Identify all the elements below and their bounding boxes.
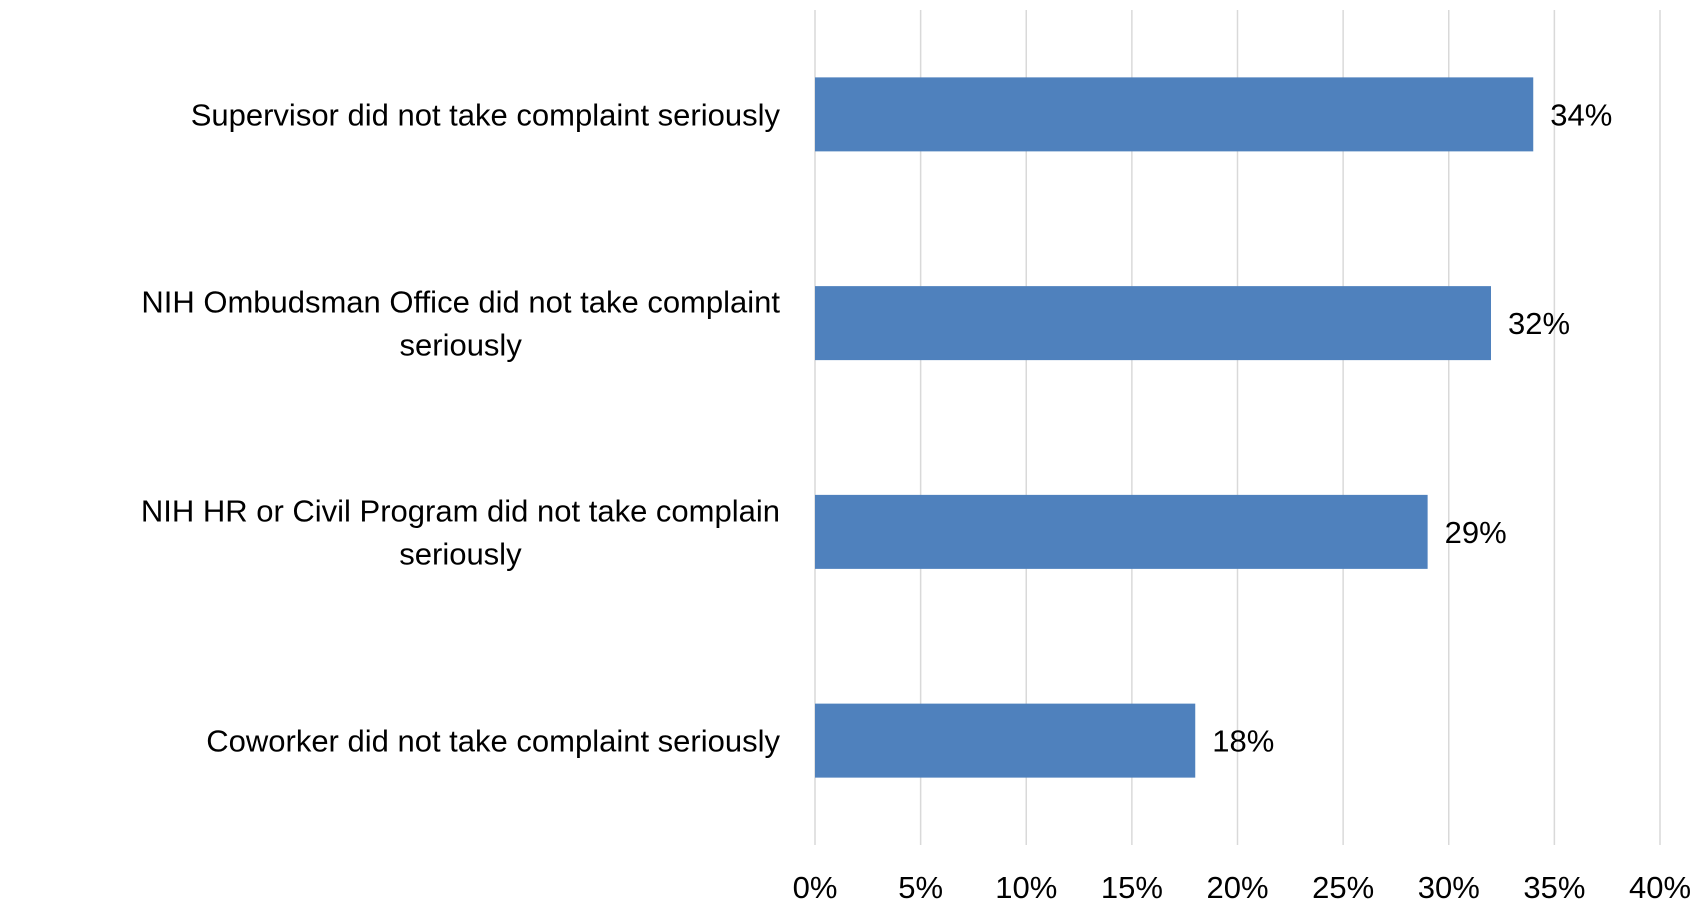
x-tick-label-20: 20% [1206, 870, 1268, 905]
x-tick-label-5: 5% [898, 870, 943, 905]
category-label-line: seriously [400, 328, 523, 363]
x-tick-label-25: 25% [1312, 870, 1374, 905]
x-tick-label-40: 40% [1629, 870, 1691, 905]
data-labels: 34% 32% 29% 18% [1212, 97, 1612, 758]
category-label-line: NIH HR or Civil Program did not take com… [141, 493, 780, 528]
bar-1 [815, 286, 1491, 361]
category-label-line: seriously [399, 536, 522, 571]
bar-0 [815, 77, 1534, 152]
x-tick-label-15: 15% [1101, 870, 1163, 905]
data-label-3: 18% [1212, 724, 1274, 759]
x-tick-label-35: 35% [1523, 870, 1585, 905]
category-label-line: NIH Ombudsman Office did not take compla… [141, 285, 780, 320]
category-label-1: NIH Ombudsman Office did not take compla… [141, 285, 780, 363]
category-label-2: NIH HR or Civil Program did not take com… [141, 493, 780, 571]
data-label-1: 32% [1508, 306, 1570, 341]
data-label-2: 29% [1445, 515, 1507, 550]
category-label-0: Supervisor did not take complaint seriou… [191, 97, 781, 132]
bar-2 [815, 494, 1428, 569]
x-tick-label-10: 10% [995, 870, 1057, 905]
x-axis-tick-labels: 0% 5% 10% 15% 20% 25% 30% 35% 40% [793, 870, 1691, 905]
data-label-0: 34% [1550, 97, 1612, 132]
bars [815, 77, 1534, 778]
category-label-3: Coworker did not take complaint seriousl… [206, 724, 780, 759]
x-tick-label-30: 30% [1418, 870, 1480, 905]
category-label-line: Coworker did not take complaint seriousl… [206, 724, 780, 759]
category-label-line: Supervisor did not take complaint seriou… [191, 97, 781, 132]
x-tick-label-0: 0% [793, 870, 838, 905]
bar-3 [815, 703, 1196, 778]
category-labels: Supervisor did not take complaint seriou… [141, 97, 781, 758]
